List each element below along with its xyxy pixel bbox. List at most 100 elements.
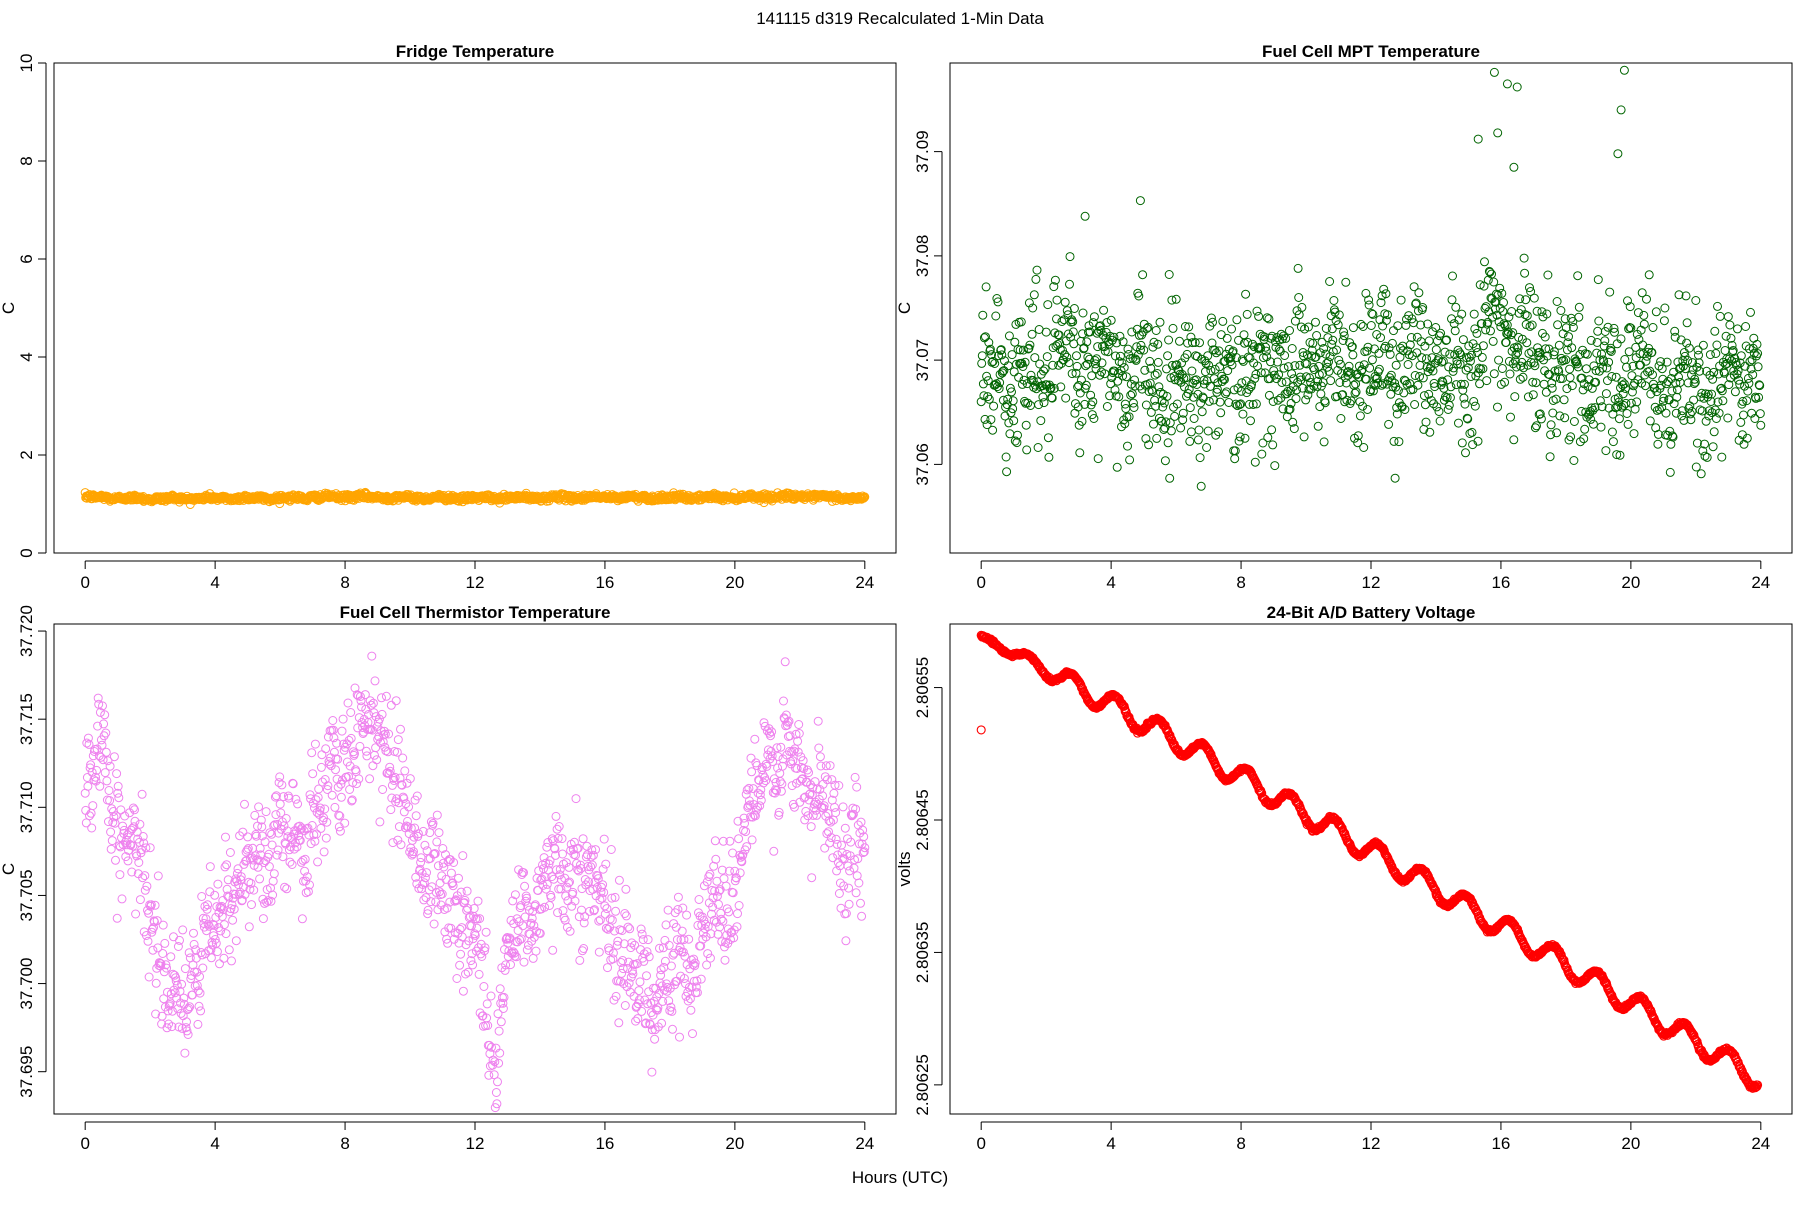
mpt-point (1421, 401, 1429, 409)
mpt-point (1090, 313, 1098, 321)
mpt-point (1711, 327, 1719, 335)
mpt-point (1423, 355, 1431, 363)
mpt-point (1243, 310, 1251, 318)
mpt-point (1520, 254, 1528, 262)
thermistor-point (273, 851, 281, 859)
fridge-y-tick-label: 6 (17, 254, 36, 263)
thermistor-point (615, 1019, 623, 1027)
mpt-point (1115, 393, 1123, 401)
mpt-point (1187, 333, 1195, 341)
mpt-point (1135, 292, 1143, 300)
thermistor-point (555, 823, 563, 831)
mpt-point (1165, 271, 1173, 279)
mpt-point (1750, 334, 1758, 342)
mpt-point (1452, 303, 1460, 311)
mpt-x-tick-label: 24 (1751, 573, 1770, 592)
mpt-point (1368, 356, 1376, 364)
mpt-point (1474, 135, 1482, 143)
mpt-point (1494, 129, 1502, 137)
thermistor-point (595, 948, 603, 956)
mpt-point (1022, 421, 1030, 429)
mpt-x-tick-label: 20 (1621, 573, 1640, 592)
thermistor-point (216, 960, 224, 968)
thermistor-point (648, 1068, 656, 1076)
thermistor-point (562, 859, 570, 867)
thermistor-point (265, 850, 273, 858)
mpt-point (1594, 276, 1602, 284)
mpt-point (1598, 350, 1606, 358)
mpt-point (1188, 367, 1196, 375)
mpt-point (1589, 420, 1597, 428)
thermistor-y-tick-label: 37.715 (17, 693, 36, 745)
mpt-point (1470, 310, 1478, 318)
mpt-point (1394, 322, 1402, 330)
mpt-point (1240, 331, 1248, 339)
thermistor-point (328, 791, 336, 799)
mpt-point (1443, 336, 1451, 344)
thermistor-point (401, 767, 409, 775)
thermistor-point (154, 872, 162, 880)
mpt-point (1722, 332, 1730, 340)
mpt-point (1195, 426, 1203, 434)
thermistor-point (482, 928, 490, 936)
mpt-point (1502, 339, 1510, 347)
mpt-point (1575, 313, 1583, 321)
mpt-point (1274, 396, 1282, 404)
mpt-point (1033, 266, 1041, 274)
thermistor-point (159, 921, 167, 929)
mpt-point (1071, 409, 1079, 417)
battery-x-tick-label: 0 (976, 1134, 985, 1153)
mpt-point (1734, 325, 1742, 333)
mpt-point (1094, 455, 1102, 463)
thermistor-point (337, 793, 345, 801)
mpt-point (1356, 398, 1364, 406)
thermistor-x-tick-label: 20 (725, 1134, 744, 1153)
thermistor-point (839, 803, 847, 811)
thermistor-point (206, 863, 214, 871)
mpt-point (1414, 381, 1422, 389)
thermistor-point (845, 884, 853, 892)
mpt-point (1522, 296, 1530, 304)
mpt-point (1295, 294, 1303, 302)
mpt-point (1461, 400, 1469, 408)
thermistor-point (144, 937, 152, 945)
thermistor-point (197, 1007, 205, 1015)
mpt-point (1448, 315, 1456, 323)
mpt-point (1124, 442, 1132, 450)
mpt-point (1489, 337, 1497, 345)
mpt-point (1484, 276, 1492, 284)
mpt-point (1606, 288, 1614, 296)
battery-points (977, 631, 1761, 1092)
thermistor-point (398, 781, 406, 789)
mpt-point (1203, 444, 1211, 452)
mpt-point (1747, 308, 1755, 316)
mpt-point (1328, 325, 1336, 333)
mpt-point (1574, 272, 1582, 280)
thermistor-y-tick-label: 37.710 (17, 781, 36, 833)
thermistor-point (311, 740, 319, 748)
fridge-points (81, 488, 869, 508)
mpt-point (1570, 418, 1578, 426)
mpt-point (1554, 321, 1562, 329)
thermistor-point (712, 855, 720, 863)
thermistor-point (106, 762, 114, 770)
thermistor-point (546, 902, 554, 910)
mpt-point (1582, 365, 1590, 373)
thermistor-point (105, 787, 113, 795)
thermistor-point (341, 819, 349, 827)
thermistor-point (607, 846, 615, 854)
thermistor-point (259, 915, 267, 923)
thermistor-point (228, 957, 236, 965)
thermistor-point (329, 717, 337, 725)
thermistor-point (494, 1078, 502, 1086)
mpt-point (1623, 410, 1631, 418)
thermistor-point (770, 847, 778, 855)
thermistor-point (433, 811, 441, 819)
thermistor-point (288, 861, 296, 869)
mpt-point (1692, 463, 1700, 471)
